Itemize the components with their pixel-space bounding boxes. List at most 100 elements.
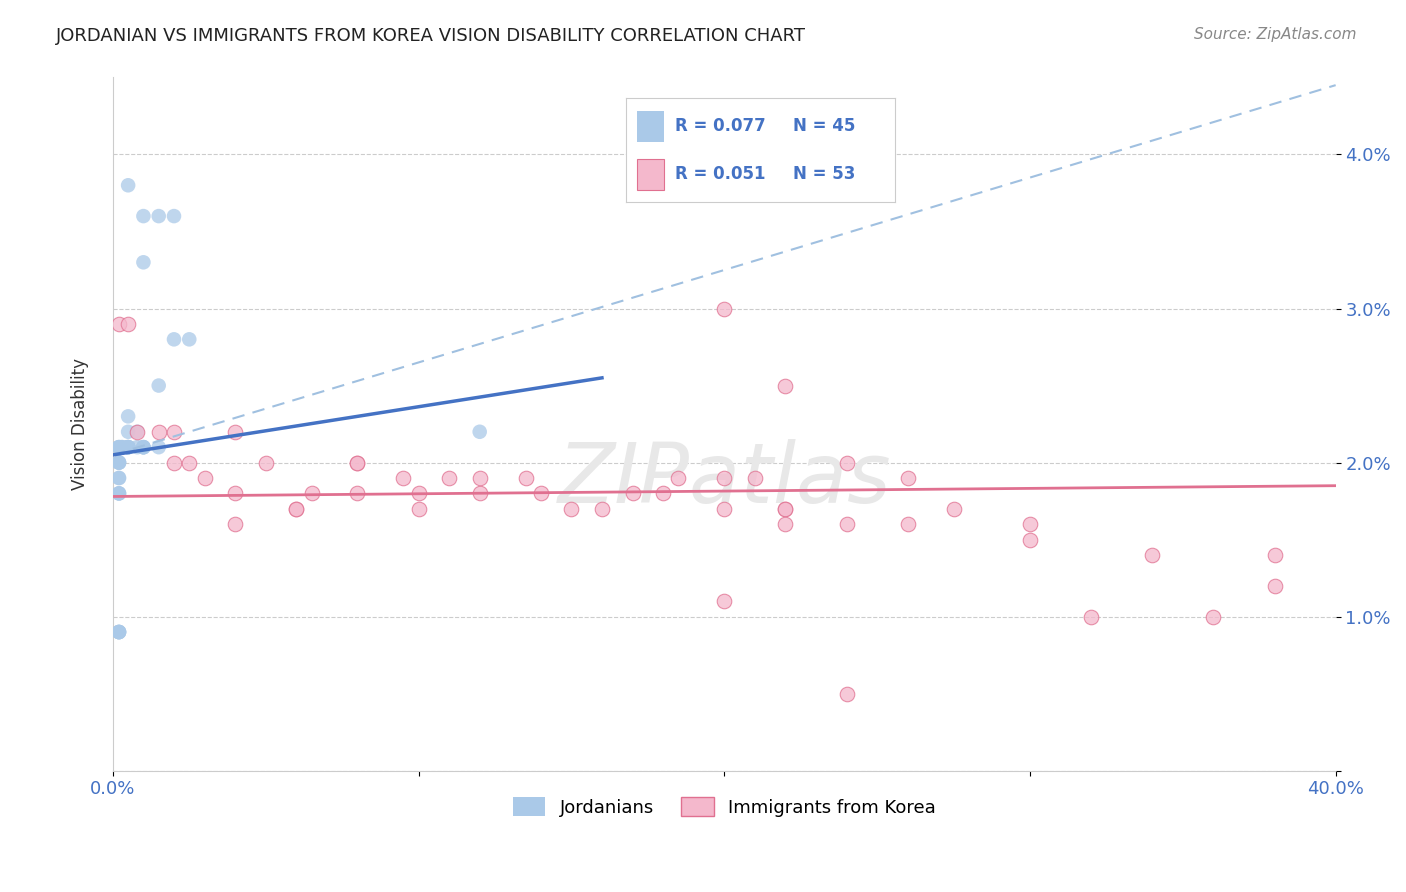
Point [1263,548,1285,562]
Point [346,456,368,470]
Point [148,209,170,223]
Point [346,486,368,500]
Point [111,440,134,454]
Point [775,501,797,516]
Point [132,440,155,454]
Y-axis label: Vision Disability: Vision Disability [72,358,89,490]
Point [437,471,460,485]
Point [942,501,965,516]
Text: JORDANIAN VS IMMIGRANTS FROM KOREA VISION DISABILITY CORRELATION CHART: JORDANIAN VS IMMIGRANTS FROM KOREA VISIO… [56,27,806,45]
Point [301,486,323,500]
Point [468,486,491,500]
Point [835,687,858,701]
Point [132,209,155,223]
Text: ZIPatlas: ZIPatlas [557,439,891,520]
Point [163,425,186,439]
Point [108,456,131,470]
Point [108,625,131,640]
Point [744,471,766,485]
Point [108,440,131,454]
Point [835,517,858,532]
Point [560,501,582,516]
Point [117,409,139,424]
Point [132,255,155,269]
Point [108,456,131,470]
Point [117,440,139,454]
Point [117,440,139,454]
Point [897,471,920,485]
Point [108,440,131,454]
Point [108,625,131,640]
Point [1202,609,1225,624]
Point [652,486,675,500]
Point [775,378,797,392]
Point [108,625,131,640]
Point [621,486,644,500]
Point [179,332,201,346]
Point [108,456,131,470]
Point [108,456,131,470]
Point [285,501,308,516]
Point [835,456,858,470]
Point [108,486,131,500]
Point [108,625,131,640]
Point [117,178,139,193]
Point [713,471,735,485]
Point [224,517,246,532]
Point [468,425,491,439]
Point [668,471,690,485]
Point [1019,533,1042,547]
Point [179,456,201,470]
Point [111,440,134,454]
Point [108,486,131,500]
Point [713,594,735,608]
Point [132,440,155,454]
Point [148,378,170,392]
Legend: Jordanians, Immigrants from Korea: Jordanians, Immigrants from Korea [506,790,943,824]
Point [117,440,139,454]
Point [108,317,131,331]
Point [111,440,134,454]
Point [127,440,149,454]
Point [530,486,553,500]
Point [108,625,131,640]
Point [148,440,170,454]
Point [132,440,155,454]
Point [1019,517,1042,532]
Point [285,501,308,516]
Point [117,440,139,454]
Point [193,471,215,485]
Point [117,425,139,439]
Point [775,517,797,532]
Point [1080,609,1102,624]
Point [163,332,186,346]
Point [408,501,430,516]
Point [117,440,139,454]
Point [468,471,491,485]
Point [224,486,246,500]
Point [515,471,537,485]
Point [117,440,139,454]
Point [132,440,155,454]
Point [117,317,139,331]
Point [713,301,735,316]
Point [108,440,131,454]
Point [163,456,186,470]
Point [163,209,186,223]
Point [127,425,149,439]
Point [392,471,415,485]
Point [127,425,149,439]
Point [591,501,613,516]
Point [408,486,430,500]
Point [254,456,277,470]
Point [1263,579,1285,593]
Point [1142,548,1164,562]
Point [775,501,797,516]
Point [108,471,131,485]
Point [108,440,131,454]
Point [897,517,920,532]
Point [108,471,131,485]
Point [713,501,735,516]
Point [148,425,170,439]
Text: Source: ZipAtlas.com: Source: ZipAtlas.com [1194,27,1357,42]
